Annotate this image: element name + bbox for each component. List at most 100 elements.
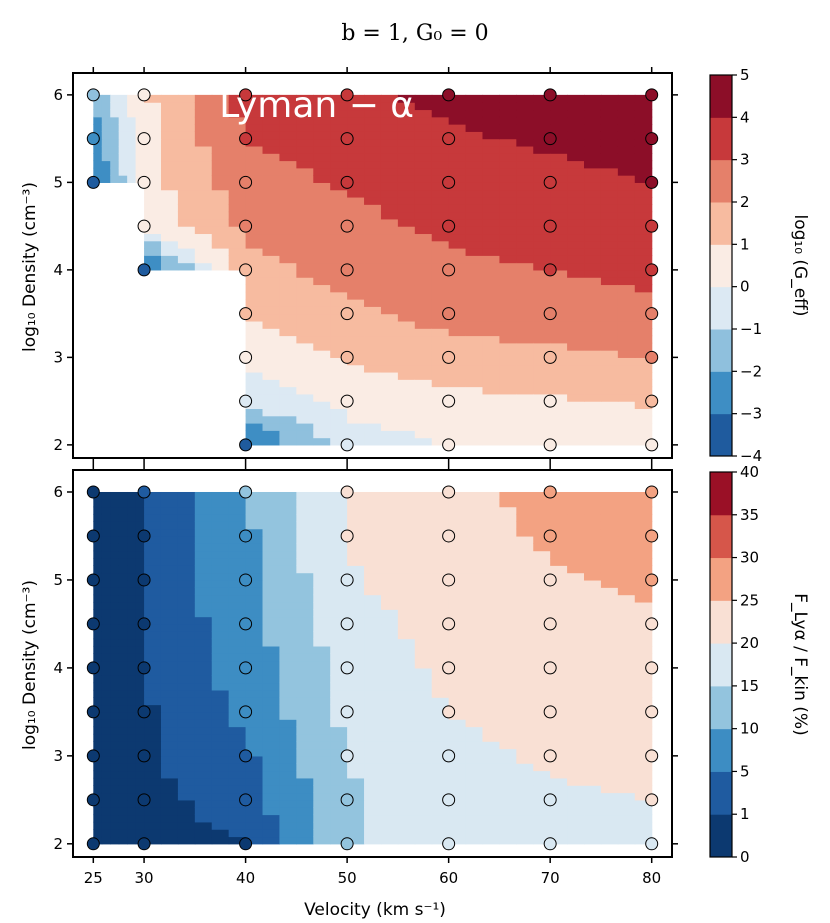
heatmap-cell [465,350,484,358]
heatmap-cell [617,350,636,358]
heatmap-cell [194,748,213,757]
heatmap-cell [313,631,331,640]
heatmap-cell [296,248,314,256]
heatmap-cell [296,189,314,198]
heatmap-cell [160,145,179,154]
heatmap-cell [567,829,585,838]
heatmap-cell [279,682,297,691]
heatmap-cell [118,748,128,757]
heatmap-cell [262,357,281,366]
heatmap-cell [127,748,137,757]
heatmap-cell [135,763,145,772]
heatmap-cell [397,675,416,684]
heatmap-cell [160,675,179,684]
heatmap-cell [313,131,331,140]
heatmap-cell [279,814,297,823]
heatmap-cell [313,601,331,610]
heatmap-cell [347,102,365,111]
heatmap-cell [431,829,450,838]
heatmap-cell [414,513,433,522]
heatmap-cell [499,124,517,132]
heatmap-cell [516,609,534,618]
heatmap-cell [101,153,111,162]
heatmap-cell [516,437,534,446]
heatmap-cell [567,357,585,366]
heatmap-cell [431,408,450,417]
heatmap-cell [330,153,348,162]
heatmap-cell [600,116,619,125]
heatmap-cell [634,689,653,698]
data-point [543,263,557,277]
heatmap-cell [414,335,433,344]
heatmap-cell [482,379,501,388]
heatmap-cell [516,821,534,830]
heatmap-cell [516,299,534,307]
heatmap-cell [584,233,602,242]
heatmap-cell [330,675,348,684]
heatmap-cell [414,284,433,293]
data-point [645,394,659,408]
heatmap-cell [160,138,179,147]
heatmap-cell [144,94,162,103]
heatmap-cell [364,609,382,618]
heatmap-cell [448,638,467,647]
heatmap-cell [364,682,382,691]
x-tick-label: 25 [84,869,103,887]
heatmap-cell [177,109,196,118]
heatmap-cell [414,364,433,373]
heatmap-cell [516,124,534,132]
heatmap-cell [634,401,653,410]
heatmap-cell [584,277,602,286]
heatmap-cell [634,299,653,307]
heatmap-cell [482,408,501,417]
heatmap-cell [567,653,585,662]
heatmap-cell [313,248,331,256]
heatmap-cell [380,792,399,801]
heatmap-cell [194,675,213,684]
heatmap-cell [499,248,517,256]
heatmap-cell [245,682,264,691]
heatmap-cell [617,240,636,249]
heatmap-cell [516,513,534,522]
heatmap-cell [431,430,450,439]
heatmap-cell [617,284,636,293]
heatmap-cell [262,704,281,713]
heatmap-cell [279,513,297,522]
heatmap-cell [245,248,264,256]
heatmap-cell [330,741,348,750]
heatmap-cell [465,393,484,402]
heatmap-cell [600,167,619,176]
heatmap-cell [482,704,501,713]
heatmap-cell [617,594,636,603]
heatmap-cell [313,167,331,176]
heatmap-cell [364,342,382,351]
heatmap-cell [330,102,348,111]
heatmap-cell [465,313,484,322]
heatmap-cell [397,755,416,764]
heatmap-cell [533,167,551,176]
heatmap-cell [364,160,382,169]
heatmap-cell [127,521,137,530]
heatmap-cell [262,299,281,307]
heatmap-cell [211,821,230,830]
y-tick-label: 4 [53,659,63,677]
heatmap-cell [465,521,484,530]
heatmap-cell [397,233,416,242]
heatmap-cell [228,660,247,669]
heatmap-cell [380,491,399,500]
heatmap-cell [550,116,568,125]
heatmap-cell [499,543,517,552]
heatmap-cell [431,550,450,559]
heatmap-cell [364,748,382,757]
heatmap-cell [194,638,213,647]
colorbar-swatch [710,329,732,372]
heatmap-cell [567,572,585,581]
heatmap-cell [110,631,120,640]
heatmap-cell [177,799,196,808]
heatmap-cell [465,124,484,132]
heatmap-cell [482,675,501,684]
heatmap-cell [245,379,264,388]
heatmap-cell [313,262,331,271]
heatmap-cell [567,328,585,337]
colorbar-tick-label: 0 [740,848,750,866]
